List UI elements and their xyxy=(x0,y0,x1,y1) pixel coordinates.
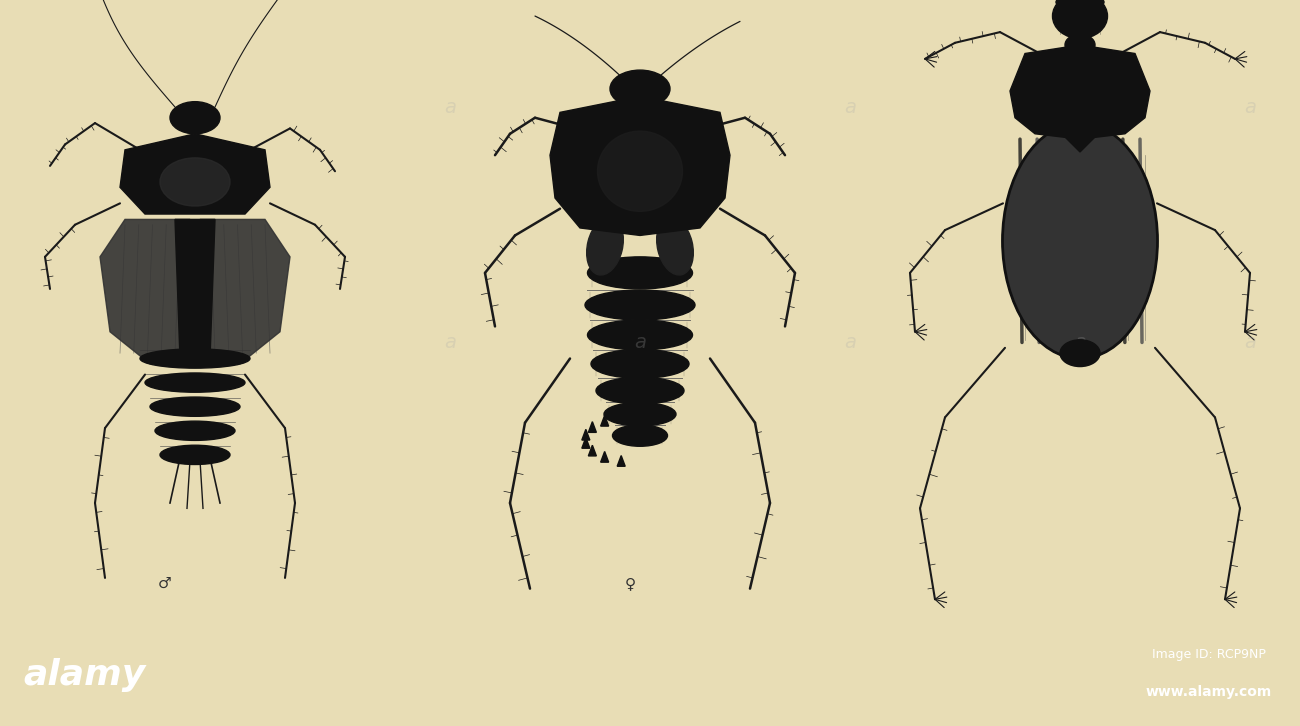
Polygon shape xyxy=(550,97,731,235)
Polygon shape xyxy=(582,429,590,440)
Text: a: a xyxy=(1244,333,1256,352)
Text: alamy: alamy xyxy=(23,658,146,693)
Ellipse shape xyxy=(592,349,689,378)
Ellipse shape xyxy=(604,402,676,426)
Text: a: a xyxy=(844,333,855,352)
Ellipse shape xyxy=(588,257,693,289)
Ellipse shape xyxy=(155,421,235,441)
Polygon shape xyxy=(1065,137,1095,152)
Ellipse shape xyxy=(612,425,667,446)
Polygon shape xyxy=(1010,45,1150,139)
Text: ♂: ♂ xyxy=(159,576,172,591)
Text: a: a xyxy=(445,97,456,116)
Ellipse shape xyxy=(1065,34,1095,56)
Polygon shape xyxy=(618,412,625,422)
Text: a: a xyxy=(1244,97,1256,116)
Polygon shape xyxy=(176,219,214,359)
Text: a: a xyxy=(634,333,646,352)
Ellipse shape xyxy=(160,158,230,206)
Ellipse shape xyxy=(1053,0,1108,38)
Ellipse shape xyxy=(588,320,693,350)
Ellipse shape xyxy=(1096,0,1104,5)
Polygon shape xyxy=(100,219,190,364)
Text: a: a xyxy=(194,333,205,352)
Ellipse shape xyxy=(146,373,244,392)
Text: a: a xyxy=(1074,333,1086,352)
Polygon shape xyxy=(601,452,608,462)
Polygon shape xyxy=(582,438,590,448)
Text: a: a xyxy=(844,97,855,116)
Text: a: a xyxy=(634,97,646,116)
Ellipse shape xyxy=(585,290,696,320)
Text: a: a xyxy=(445,333,456,352)
Ellipse shape xyxy=(598,131,682,211)
Ellipse shape xyxy=(160,445,230,465)
Text: ♀: ♀ xyxy=(624,576,636,591)
Ellipse shape xyxy=(595,378,684,404)
Ellipse shape xyxy=(1060,340,1100,367)
Polygon shape xyxy=(618,456,625,466)
Polygon shape xyxy=(120,134,270,214)
Polygon shape xyxy=(589,422,597,433)
Ellipse shape xyxy=(1002,123,1157,359)
Ellipse shape xyxy=(140,349,250,368)
Text: www.alamy.com: www.alamy.com xyxy=(1145,685,1273,699)
Polygon shape xyxy=(589,445,597,456)
Ellipse shape xyxy=(170,102,220,134)
Ellipse shape xyxy=(150,397,240,416)
Ellipse shape xyxy=(1056,0,1063,5)
Text: a: a xyxy=(1074,97,1086,116)
Polygon shape xyxy=(200,219,290,364)
Polygon shape xyxy=(601,415,608,426)
Ellipse shape xyxy=(610,70,670,107)
Text: Image ID: RCP9NP: Image ID: RCP9NP xyxy=(1152,648,1266,661)
Text: a: a xyxy=(194,97,205,116)
Ellipse shape xyxy=(586,217,623,275)
Ellipse shape xyxy=(656,217,693,275)
